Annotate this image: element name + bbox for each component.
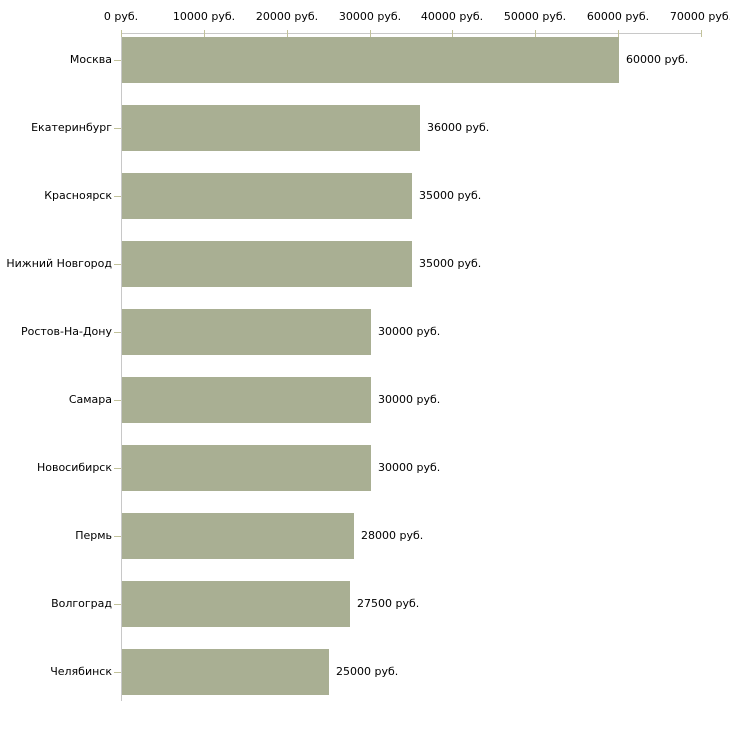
category-label: Красноярск (44, 189, 112, 202)
x-axis-tick-label: 0 руб. (103, 10, 139, 23)
value-label: 25000 руб. (336, 665, 399, 678)
category-tick (114, 60, 121, 61)
bar (122, 581, 350, 627)
category-tick (114, 128, 121, 129)
x-axis-tick (204, 30, 205, 37)
x-axis-tick (452, 30, 453, 37)
bar (122, 445, 371, 491)
category-label: Новосибирск (36, 461, 112, 474)
bar (122, 173, 412, 219)
x-axis-tick-label: 40000 руб. (420, 10, 484, 23)
bar (122, 309, 371, 355)
category-label: Самара (68, 393, 112, 406)
category-label: Нижний Новгород (6, 257, 112, 270)
category-tick (114, 672, 121, 673)
x-axis-tick-label: 10000 руб. (172, 10, 236, 23)
x-axis-tick (701, 30, 702, 37)
value-label: 28000 руб. (361, 529, 424, 542)
x-axis-tick (370, 30, 371, 37)
bar (122, 241, 412, 287)
x-axis-tick-label: 60000 руб. (586, 10, 650, 23)
x-axis-tick (618, 30, 619, 37)
category-label: Челябинск (50, 665, 112, 678)
category-tick (114, 332, 121, 333)
category-label: Пермь (75, 529, 112, 542)
category-tick (114, 468, 121, 469)
value-label: 27500 руб. (357, 597, 420, 610)
bar (122, 105, 420, 151)
category-tick (114, 196, 121, 197)
value-label: 36000 руб. (427, 121, 490, 134)
x-axis-tick (535, 30, 536, 37)
value-label: 35000 руб. (419, 257, 482, 270)
y-axis-line (121, 33, 122, 701)
value-label: 30000 руб. (378, 461, 441, 474)
bar (122, 649, 329, 695)
x-axis-line (121, 33, 702, 34)
value-label: 30000 руб. (378, 393, 441, 406)
x-axis-tick-label: 50000 руб. (503, 10, 567, 23)
x-axis-tick (287, 30, 288, 37)
value-label: 60000 руб. (626, 53, 689, 66)
x-axis-tick-label: 70000 руб. (669, 10, 730, 23)
category-tick (114, 400, 121, 401)
x-axis-tick (121, 30, 122, 37)
category-label: Волгоград (51, 597, 112, 610)
bar (122, 513, 354, 559)
category-label: Ростов-На-Дону (20, 325, 112, 338)
x-axis-tick-label: 30000 руб. (338, 10, 402, 23)
category-label: Екатеринбург (31, 121, 112, 134)
bar (122, 37, 619, 83)
bar (122, 377, 371, 423)
category-tick (114, 264, 121, 265)
x-axis-tick-label: 20000 руб. (255, 10, 319, 23)
category-label: Москва (69, 53, 112, 66)
value-label: 30000 руб. (378, 325, 441, 338)
category-tick (114, 536, 121, 537)
category-tick (114, 604, 121, 605)
value-label: 35000 руб. (419, 189, 482, 202)
